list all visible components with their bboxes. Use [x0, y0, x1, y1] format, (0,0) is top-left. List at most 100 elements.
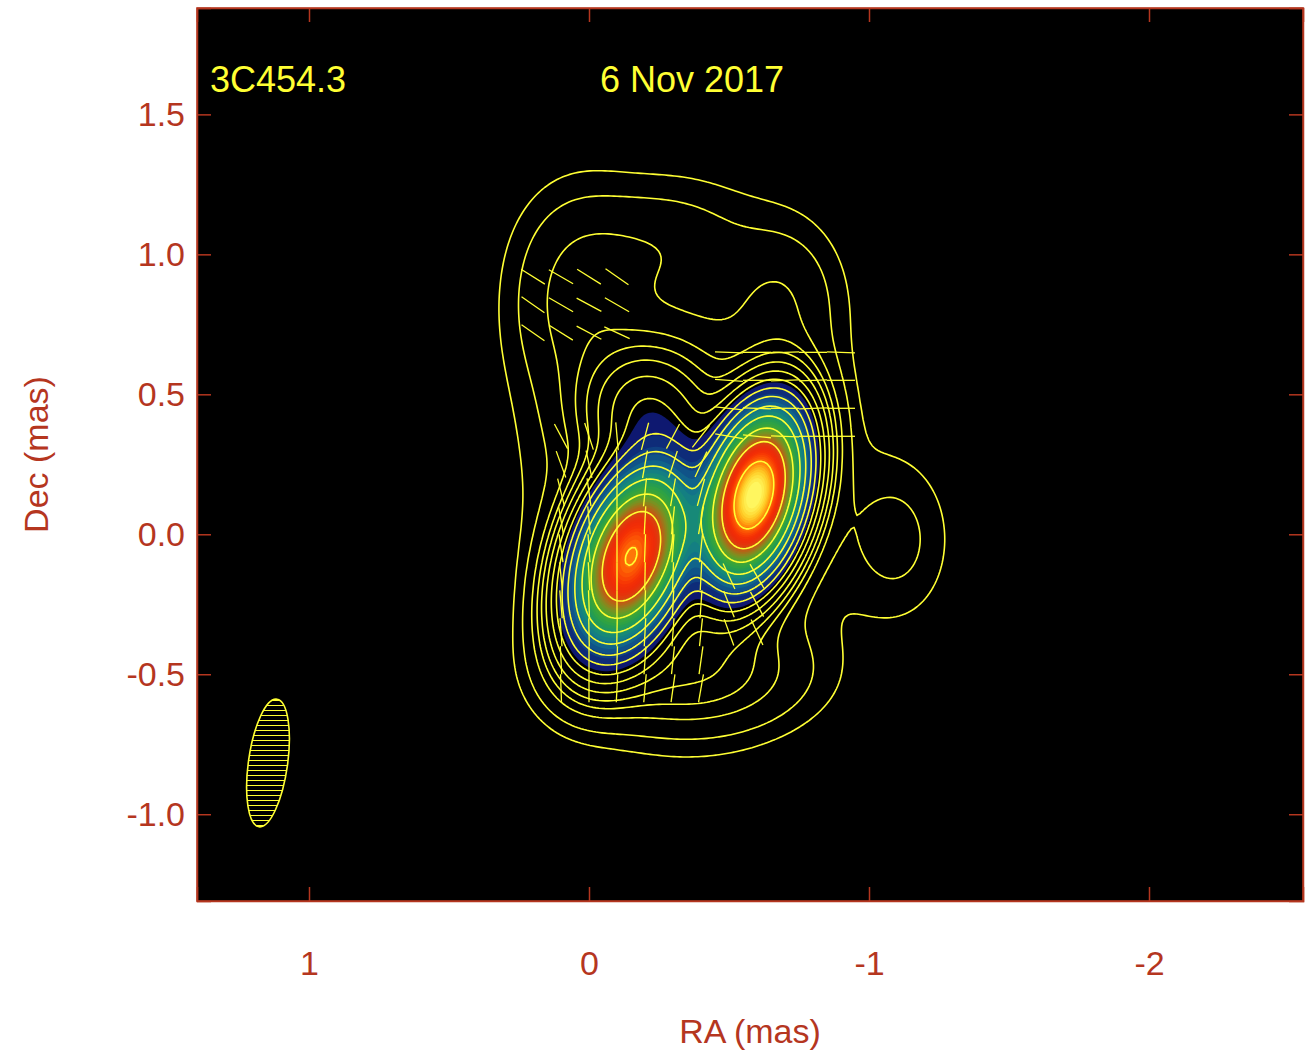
tick-mark — [1289, 254, 1303, 256]
tick-label: 1 — [300, 944, 319, 982]
tick-mark — [1289, 394, 1303, 396]
tick: 0.5 — [138, 375, 211, 413]
evpa-stick — [723, 564, 735, 589]
tick-label: -2 — [1134, 944, 1164, 982]
evpa-stick — [560, 646, 561, 674]
evpa-stick — [549, 325, 573, 340]
evpa-stick — [605, 298, 629, 312]
tick: -2 — [1134, 887, 1164, 982]
evpa-stick — [560, 618, 562, 646]
axis-line — [1289, 9, 1304, 902]
tick-mark — [197, 254, 211, 256]
x-axis: 1 0 -1 -2 — [198, 887, 1304, 982]
evpa-stick — [558, 479, 565, 506]
evpa-stick — [556, 451, 566, 477]
evpa-stick — [672, 534, 674, 562]
image-band — [746, 482, 762, 509]
plot-area — [240, 171, 945, 830]
image-band — [590, 426, 795, 620]
tick-label: 0 — [580, 944, 599, 982]
evpa-stick — [799, 379, 827, 381]
tick-mark — [869, 8, 871, 22]
image-band — [736, 465, 771, 525]
tick — [309, 8, 310, 22]
contour-line — [542, 346, 834, 701]
evpa-stick — [715, 379, 743, 381]
evpa-stick — [606, 269, 629, 285]
tick: -1 — [854, 887, 884, 982]
y-axis-title: Dec (mas) — [17, 376, 55, 533]
evpa-stick — [751, 620, 763, 645]
tick-mark — [1289, 534, 1303, 536]
tick-label: 0.5 — [138, 375, 185, 413]
image-band — [744, 478, 764, 512]
evpa-stick — [577, 326, 602, 339]
tick-label: 0.0 — [138, 515, 185, 553]
evpa-stick — [588, 674, 589, 702]
evpa-stick — [827, 351, 855, 353]
image-band — [740, 472, 767, 518]
tick-mark — [309, 887, 311, 901]
tick: 0 — [580, 887, 599, 982]
evpa-stick — [799, 352, 827, 353]
image-band — [602, 442, 785, 601]
evpa-stick — [588, 590, 590, 618]
tick-mark — [589, 8, 591, 22]
evpa-stick — [644, 478, 647, 506]
subtitle: 6 Nov 2017 — [600, 59, 784, 100]
axis-line — [198, 887, 1304, 902]
evpa-stick — [715, 351, 743, 353]
evpa-stick — [827, 436, 855, 437]
evpa-stick — [666, 424, 679, 449]
evpa-stick — [616, 562, 617, 590]
evpa-stick — [700, 562, 701, 590]
evpa-stick — [700, 618, 703, 646]
image-band — [593, 430, 792, 615]
contour-line — [532, 234, 843, 720]
evpa-stick — [750, 564, 764, 588]
tick: -0.5 — [126, 655, 211, 693]
tick: 0.0 — [138, 515, 211, 553]
tick: 1 — [300, 887, 319, 982]
evpa-stick — [697, 479, 704, 506]
evpa-stick — [827, 408, 855, 409]
contour-line — [537, 329, 837, 708]
image-band — [595, 432, 791, 613]
tick — [1149, 8, 1150, 22]
contour-line — [551, 371, 825, 684]
contour-line — [568, 396, 811, 655]
evpa-stick — [671, 674, 675, 702]
evpa-stick — [700, 590, 702, 618]
tick-mark — [197, 114, 211, 116]
evpa-stick — [771, 435, 799, 437]
tick-label: 1.0 — [138, 235, 185, 273]
tick-mark — [197, 394, 211, 396]
y-axis-right — [1289, 9, 1304, 902]
axis-line — [198, 9, 212, 902]
evpa-stick — [644, 646, 646, 674]
tick — [1289, 674, 1303, 675]
contour-line — [602, 442, 785, 601]
evpa-sticks — [521, 269, 855, 703]
contour-line — [625, 461, 773, 565]
tick — [589, 8, 590, 22]
contour-line — [518, 196, 920, 739]
contour-line — [562, 388, 816, 665]
evpa-stick — [616, 646, 618, 674]
tick-mark — [197, 814, 211, 816]
tick — [1289, 114, 1303, 115]
plot-background — [197, 8, 1303, 901]
evpa-stick — [672, 590, 673, 618]
evpa-stick — [699, 507, 704, 535]
tick-mark — [1289, 674, 1303, 676]
tick-mark — [309, 8, 311, 22]
evpa-stick — [771, 408, 799, 409]
evpa-stick — [799, 407, 827, 409]
evpa-stick — [643, 451, 648, 479]
evpa-stick — [750, 592, 763, 617]
tick-mark — [589, 887, 591, 901]
evpa-stick — [560, 562, 563, 590]
image-band — [735, 463, 773, 528]
evpa-stick — [549, 298, 573, 312]
tick-mark — [197, 534, 211, 536]
